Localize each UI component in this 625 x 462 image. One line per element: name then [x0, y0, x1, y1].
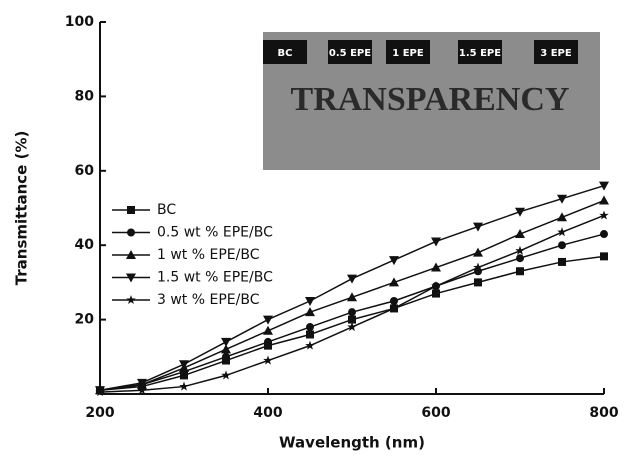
marker [222, 352, 230, 361]
marker [474, 278, 482, 287]
marker [473, 247, 483, 257]
marker [305, 340, 315, 350]
marker [95, 387, 105, 397]
marker [348, 315, 356, 324]
inset-label-bg [386, 40, 430, 64]
marker [263, 355, 273, 365]
x-axis-title: Wavelength (nm) [279, 434, 425, 452]
marker [600, 230, 608, 239]
marker [348, 308, 356, 317]
inset-label: 0.5 EPE [329, 48, 371, 59]
marker [347, 292, 357, 302]
marker [221, 344, 231, 354]
marker [473, 262, 483, 272]
y-tick-label: 20 [75, 312, 95, 328]
marker [599, 210, 609, 220]
marker [305, 297, 315, 306]
y-tick-label: 80 [75, 88, 95, 104]
inset-text: TRANSPARENCY [291, 81, 570, 118]
inset-label: BC [278, 48, 293, 59]
marker [264, 337, 272, 346]
marker [557, 212, 567, 222]
marker [263, 325, 273, 335]
marker [473, 222, 483, 232]
y-axis-title: Transmittance (%) [13, 131, 31, 286]
marker [431, 262, 441, 272]
marker [558, 257, 566, 266]
marker [431, 281, 441, 291]
marker [263, 315, 273, 325]
marker [137, 378, 147, 388]
marker [389, 256, 399, 266]
marker [599, 195, 609, 205]
legend-label: 3 wt % EPE/BC [157, 292, 260, 308]
marker [306, 323, 314, 332]
marker [600, 252, 608, 261]
inset-label: 1 EPE [392, 48, 424, 59]
marker [179, 381, 189, 391]
inset-label-bg [534, 40, 578, 64]
legend-label: 1 wt % EPE/BC [157, 247, 260, 263]
marker [431, 237, 441, 247]
marker [221, 370, 231, 380]
inset-label: 1.5 EPE [459, 48, 501, 59]
marker [432, 289, 440, 298]
marker [557, 194, 567, 204]
marker [126, 273, 136, 283]
marker [221, 337, 231, 347]
marker [515, 207, 525, 217]
marker [558, 241, 566, 250]
marker [347, 322, 357, 332]
legend-label: 1.5 wt % EPE/BC [157, 270, 273, 286]
x-tick-label: 400 [253, 405, 282, 421]
marker [599, 181, 609, 191]
y-tick-label: 40 [75, 237, 95, 253]
marker [347, 274, 357, 284]
marker [305, 307, 315, 317]
marker [179, 360, 189, 370]
marker [137, 385, 147, 395]
inset-label-bg [328, 40, 372, 64]
marker [390, 297, 398, 305]
y-tick-label: 60 [75, 163, 95, 179]
x-tick-label: 600 [421, 405, 450, 421]
marker [306, 330, 314, 339]
marker [516, 267, 524, 276]
x-tick-label: 200 [85, 405, 114, 421]
inset-label: 3 EPE [540, 48, 572, 59]
marker [516, 254, 524, 263]
marker [127, 206, 135, 214]
legend-label: BC [157, 202, 176, 218]
inset-label-bg [458, 40, 502, 64]
marker [389, 303, 399, 313]
marker [515, 229, 525, 239]
marker [127, 228, 135, 237]
y-tick-label: 100 [65, 14, 94, 30]
x-tick-label: 800 [589, 405, 618, 421]
marker [126, 250, 136, 259]
legend-label: 0.5 wt % EPE/BC [157, 225, 273, 241]
marker [126, 295, 136, 305]
marker [515, 245, 525, 255]
marker [389, 277, 399, 287]
inset-label-bg [263, 40, 307, 64]
marker [557, 227, 567, 237]
